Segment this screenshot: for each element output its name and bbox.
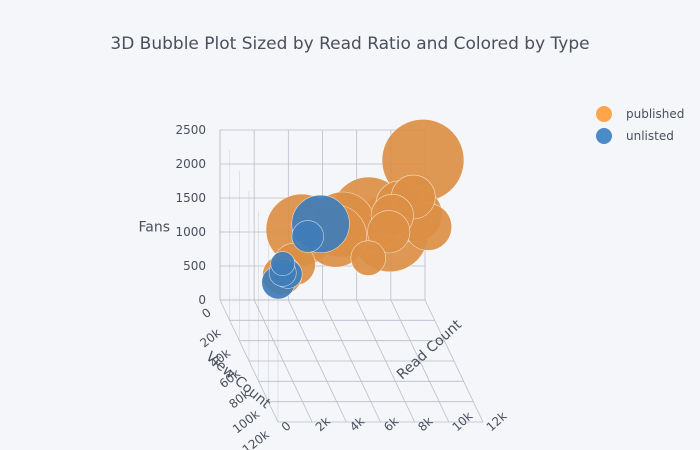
floor-gridline-y (356, 299, 416, 423)
bubble-published (367, 210, 411, 254)
y-tick-label: 10k (449, 409, 475, 434)
legend-label-published: published (626, 107, 685, 121)
z-tick-label: 500 (183, 259, 206, 273)
z-axis-title: Fans (138, 220, 170, 236)
y-axis-title: Read Count (394, 316, 465, 383)
z-tick-label: 2000 (175, 157, 206, 171)
floor-grid (219, 299, 484, 423)
floor-gridline-y (322, 299, 381, 423)
bubble-unlisted (270, 251, 296, 277)
y-tick-label: 4k (347, 414, 367, 434)
bubble-layer (261, 119, 465, 300)
legend-label-unlisted: unlisted (626, 129, 674, 143)
x-tick-label: 20k (197, 326, 223, 351)
legend-swatch-published (596, 106, 612, 122)
side-wall-grid (219, 130, 279, 422)
floor-gridline-y (287, 299, 347, 423)
chart-title: 3D Bubble Plot Sized by Read Ratio and C… (110, 34, 590, 54)
bubble-published (350, 240, 386, 276)
floor-gridline-y (390, 299, 450, 423)
y-tick-label: 12k (484, 409, 510, 434)
z-tick-label: 2500 (175, 123, 206, 137)
y-tick-label: 8k (415, 414, 435, 434)
floor-gridline-y (253, 299, 313, 423)
x-tick-label: 0 (199, 305, 214, 321)
legend-item-published[interactable]: published (596, 104, 684, 124)
y-tick-label: 6k (381, 414, 401, 434)
bubble-unlisted (291, 220, 324, 253)
z-tick-label: 1500 (175, 191, 206, 205)
legend: published unlisted (596, 104, 684, 148)
z-tick-label: 1000 (175, 225, 206, 239)
z-tick-label: 0 (198, 293, 206, 307)
legend-item-unlisted[interactable]: unlisted (596, 126, 684, 146)
y-tick-label: 0 (279, 419, 294, 435)
legend-swatch-unlisted (596, 128, 612, 144)
floor-gridline-y (424, 299, 484, 423)
y-tick-label: 2k (313, 414, 333, 434)
